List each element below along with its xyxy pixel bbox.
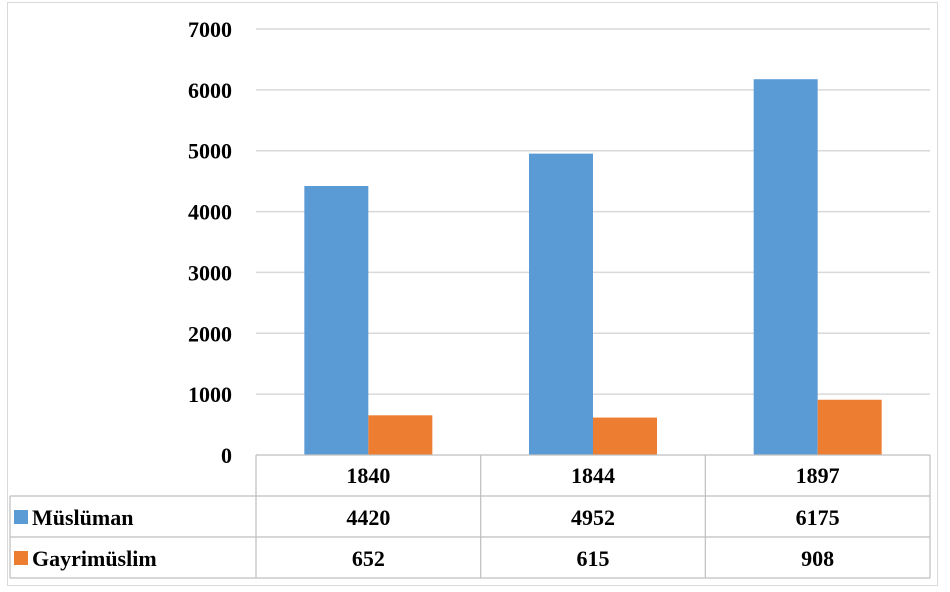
bar-m-sl-man-1840 — [304, 186, 369, 456]
y-tick-label: 2000 — [188, 321, 232, 346]
y-tick-label: 7000 — [188, 17, 232, 42]
legend-swatch — [14, 551, 28, 565]
data-table-value: 908 — [801, 546, 834, 571]
data-table-value: 6175 — [796, 505, 840, 530]
bar-gayrim-slim-1897 — [817, 399, 882, 455]
y-tick-label: 3000 — [188, 260, 232, 285]
bar-gayrim-slim-1844 — [593, 417, 657, 455]
data-table: 1840 1844 1897 Müslüman 4420 4952 6175 Gayrimüs… — [9, 454, 931, 579]
data-table-value: 652 — [352, 546, 385, 571]
data-table-value: 4420 — [346, 505, 390, 530]
y-tick-label: 0 — [221, 443, 232, 468]
legend-series-name: Gayrimüslim — [32, 546, 157, 571]
x-category-label: 1844 — [571, 463, 615, 488]
y-axis-tick-labels: 0 1000 2000 3000 4000 5000 6000 7000 — [188, 17, 232, 468]
y-tick-label: 1000 — [188, 382, 232, 407]
legend-swatch — [14, 510, 28, 524]
bar-gayrim-slim-1840 — [368, 415, 433, 455]
data-table-value: 615 — [577, 546, 610, 571]
y-tick-label: 4000 — [188, 200, 232, 225]
x-category-label: 1840 — [346, 463, 390, 488]
x-category-label: 1897 — [796, 463, 840, 488]
y-tick-label: 5000 — [188, 139, 232, 164]
bar-m-sl-man-1844 — [529, 153, 593, 455]
bars — [304, 79, 882, 456]
y-tick-label: 6000 — [188, 78, 232, 103]
bar-m-sl-man-1897 — [753, 79, 818, 455]
legend-series-name: Müslüman — [32, 505, 133, 530]
data-table-value: 4952 — [571, 505, 615, 530]
